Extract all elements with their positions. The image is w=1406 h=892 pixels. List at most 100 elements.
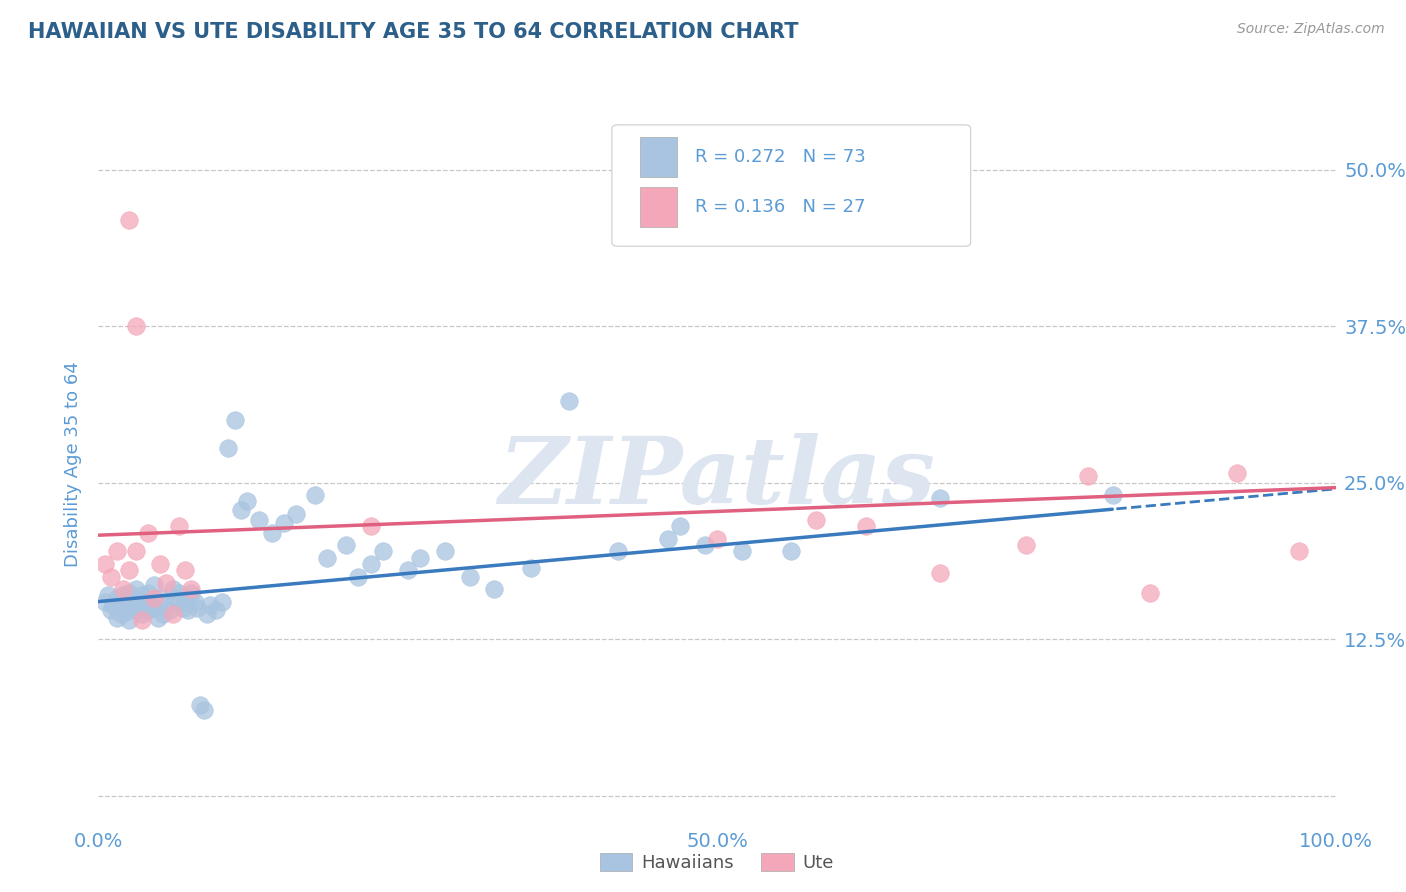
Point [118,563,141,577]
Point [100,603,122,617]
Point [136,525,159,540]
Point [112,582,135,596]
Y-axis label: Disability Age 35 to 64: Disability Age 35 to 64 [65,361,83,566]
Point [607,544,630,558]
Point [1139,586,1161,600]
Point [188,698,211,713]
Point [131,588,153,602]
Point [176,603,198,617]
Point [780,544,803,558]
Point [731,544,754,558]
Legend: Hawaiians, Ute: Hawaiians, Ute [593,846,841,880]
Point [167,519,190,533]
Point [371,544,394,558]
Point [146,611,169,625]
Point [118,212,141,227]
Point [458,569,481,583]
Point [112,597,135,611]
Point [118,613,141,627]
Point [396,563,419,577]
Point [122,594,145,608]
Point [360,557,382,571]
Point [118,586,141,600]
Bar [640,137,678,177]
Point [174,563,197,577]
Point [1226,466,1249,480]
Point [180,586,202,600]
Point [260,525,283,540]
Point [103,599,125,613]
Point [162,582,184,596]
Point [110,607,132,621]
Point [1288,544,1310,558]
Point [217,441,239,455]
Point [124,544,146,558]
Point [484,582,506,596]
Point [928,491,950,505]
Point [180,582,202,596]
Text: R = 0.272   N = 73: R = 0.272 N = 73 [695,148,866,166]
Point [134,594,156,608]
Point [155,599,177,613]
Point [335,538,357,552]
Point [159,603,181,617]
Text: Source: ZipAtlas.com: Source: ZipAtlas.com [1237,22,1385,37]
Point [360,519,382,533]
Point [93,557,115,571]
Point [236,494,259,508]
Point [127,599,149,613]
Point [1015,538,1038,552]
Point [149,557,172,571]
Point [131,607,153,621]
Point [409,550,432,565]
Point [124,603,146,617]
Point [1077,469,1099,483]
Point [669,519,692,533]
Point [520,560,543,574]
Point [347,569,370,583]
Point [273,516,295,530]
Point [124,319,146,334]
Text: HAWAIIAN VS UTE DISABILITY AGE 35 TO 64 CORRELATION CHART: HAWAIIAN VS UTE DISABILITY AGE 35 TO 64 … [28,22,799,42]
Point [172,600,194,615]
Text: ZIPatlas: ZIPatlas [499,434,935,523]
FancyBboxPatch shape [612,125,970,246]
Point [205,603,228,617]
Point [124,582,146,596]
Point [100,569,122,583]
Point [224,413,246,427]
Point [162,607,184,621]
Point [304,488,326,502]
Point [184,594,207,608]
Point [1102,488,1125,502]
Point [174,594,197,608]
Point [557,394,579,409]
Point [855,519,877,533]
Point [247,513,270,527]
Point [693,538,716,552]
Point [211,594,233,608]
Point [193,703,215,717]
Point [136,603,159,617]
Point [167,586,190,600]
Point [706,532,728,546]
Point [93,594,115,608]
Point [229,503,252,517]
Point [149,591,172,605]
Point [143,591,166,605]
Point [285,507,308,521]
Point [804,513,827,527]
Point [136,586,159,600]
Point [114,605,136,619]
Point [165,591,187,605]
Point [105,544,128,558]
Point [97,588,120,602]
Point [139,594,162,608]
Point [112,588,135,602]
Point [433,544,456,558]
Point [195,607,218,621]
Point [657,532,679,546]
Point [152,607,174,621]
Point [928,566,950,580]
Text: R = 0.136   N = 27: R = 0.136 N = 27 [695,198,865,216]
